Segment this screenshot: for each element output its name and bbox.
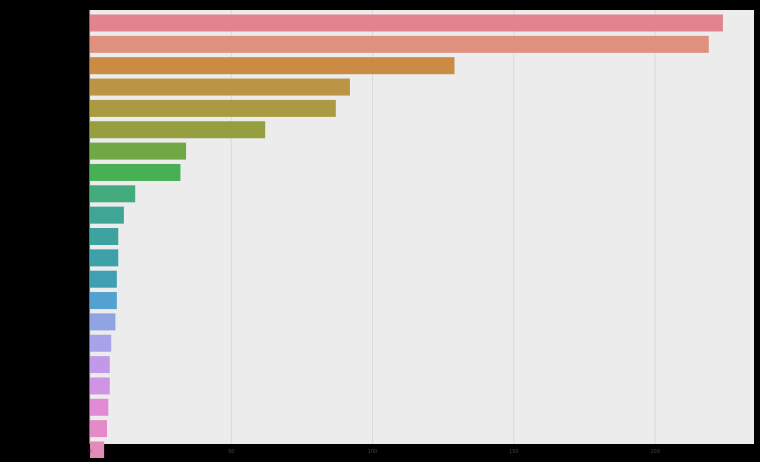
plot-background: [90, 10, 754, 444]
x-tick-label: 50: [228, 449, 234, 455]
bar: [90, 99, 336, 117]
bar: [90, 270, 117, 288]
bar: [90, 35, 709, 53]
bar: [90, 163, 181, 181]
bar: [90, 292, 117, 310]
bar: [90, 356, 110, 374]
x-tick-label: 0: [88, 449, 91, 455]
bar: [90, 78, 350, 96]
x-tick-label: 200: [650, 449, 660, 455]
bar: [90, 185, 136, 203]
bar: [90, 441, 105, 459]
bar: [90, 57, 455, 75]
x-axis-ticks: 0 50 100 150 200: [88, 449, 659, 455]
bar: [90, 121, 266, 139]
x-tick-label: 100: [368, 449, 378, 455]
bar: [90, 313, 116, 331]
bar: [90, 142, 187, 160]
bar: [90, 334, 112, 352]
bars: [90, 14, 723, 459]
bar: [90, 377, 110, 395]
bar: [90, 249, 119, 267]
bar: [90, 14, 723, 32]
bar: [90, 228, 119, 245]
bar: [90, 206, 124, 224]
bar: [90, 398, 109, 416]
bar: [90, 420, 107, 438]
x-tick-label: 150: [509, 449, 519, 455]
